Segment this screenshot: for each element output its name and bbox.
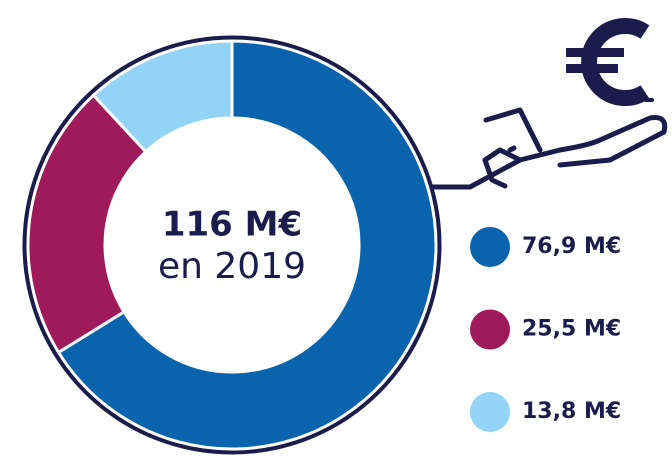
donut-segment — [26, 93, 148, 355]
donut-segment — [91, 39, 234, 154]
value-label: 13,8 M€ — [522, 399, 621, 424]
center-title: 116 M€ — [162, 205, 302, 245]
center-subtitle: en 2019 — [158, 246, 306, 287]
donut-segment — [56, 39, 438, 451]
value-label: 25,5 M€ — [522, 317, 621, 342]
legend-swatch — [470, 392, 510, 432]
euro-symbol — [566, 18, 650, 106]
hand-euro-icon — [429, 98, 668, 190]
outer-ring — [22, 35, 442, 455]
legend-swatch — [470, 227, 510, 267]
value-label: 76,9 M€ — [522, 234, 621, 259]
legend-swatch — [470, 309, 510, 350]
